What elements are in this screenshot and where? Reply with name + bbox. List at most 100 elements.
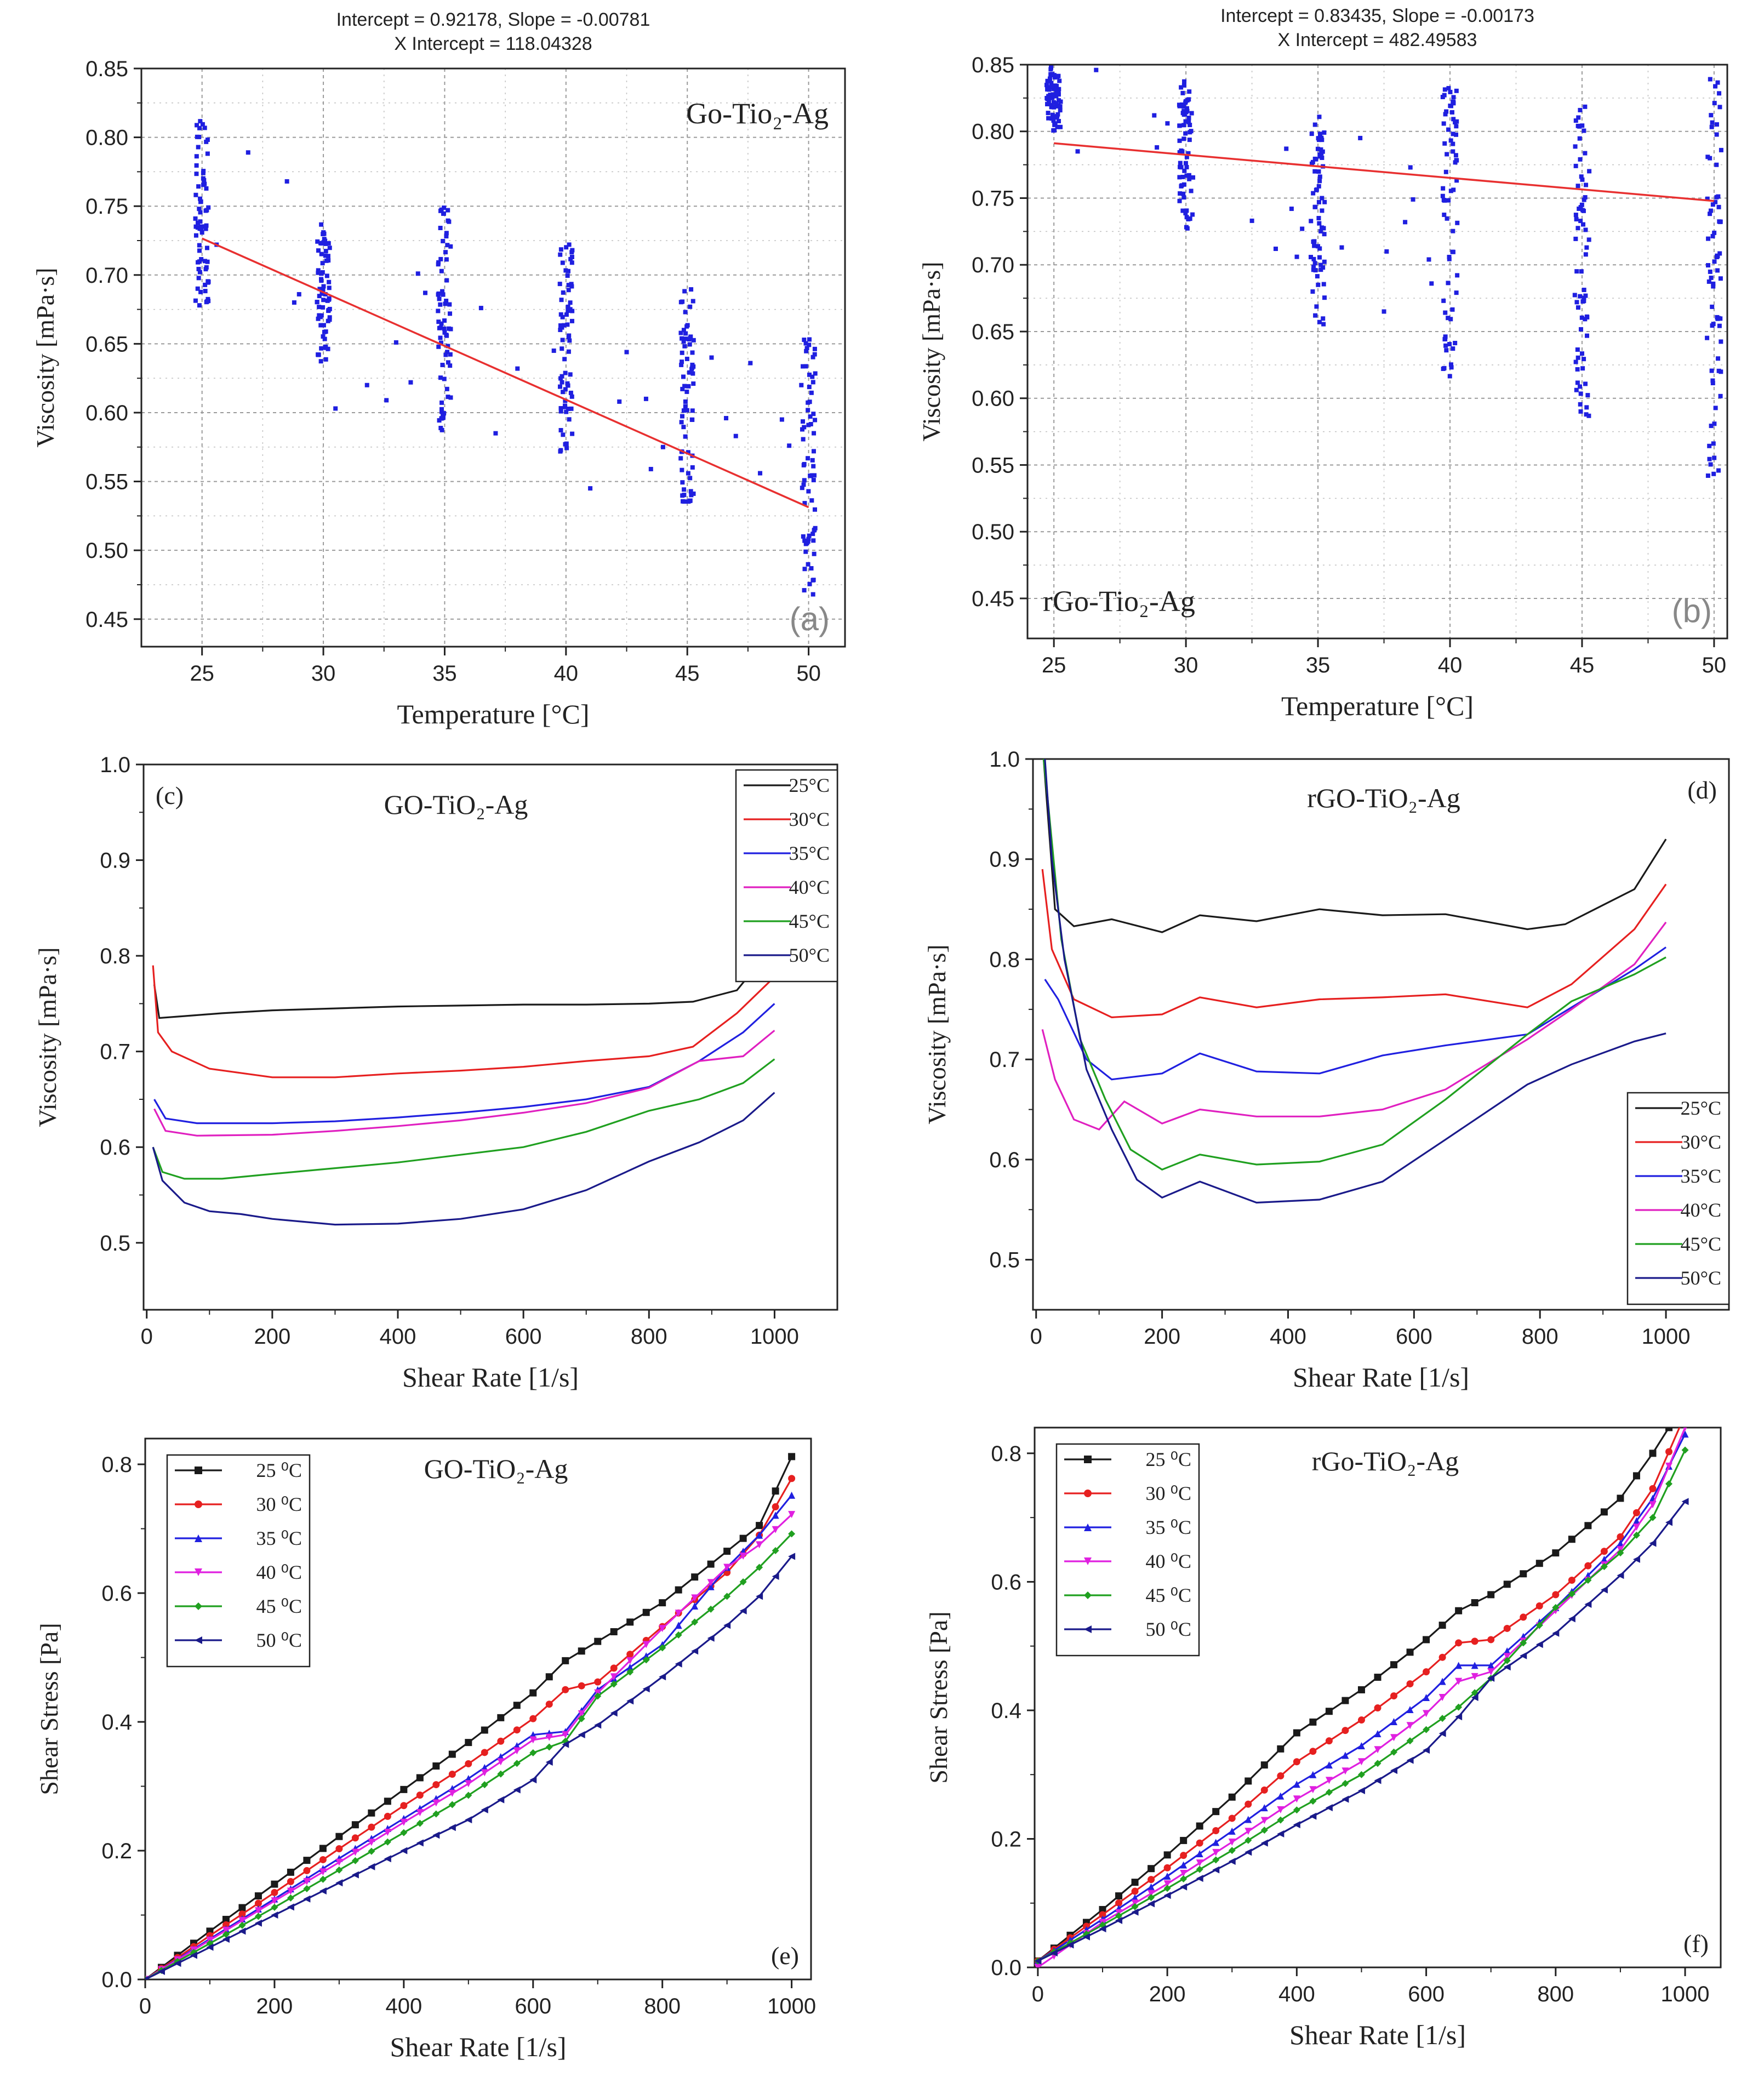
marker-triangle-left <box>1455 1713 1463 1721</box>
data-point <box>1189 189 1194 193</box>
marker-triangle-down <box>578 1710 585 1717</box>
data-point <box>1443 112 1448 117</box>
data-point <box>684 389 689 394</box>
data-point <box>316 352 321 357</box>
data-point <box>1714 132 1719 137</box>
x-tick-label: 400 <box>1270 1325 1306 1349</box>
series-line-4 <box>152 1058 775 1180</box>
data-point <box>437 418 442 423</box>
data-point <box>1053 83 1058 88</box>
chart-panel-a: 0.45 0.50 0.55 0.60 0.65 0.70 0.75 0.80 0.85 25 30… <box>31 9 846 729</box>
marker-triangle-down <box>303 1878 311 1885</box>
data-point <box>423 290 428 295</box>
marker-diamond <box>400 1829 408 1836</box>
data-point <box>1289 206 1294 211</box>
data-point <box>1585 333 1590 338</box>
marker-square <box>1649 1450 1657 1457</box>
data-point <box>198 199 203 204</box>
x-tick-label: 800 <box>631 1325 667 1349</box>
series-line-3 <box>153 1030 775 1137</box>
marker-triangle-left <box>1600 1586 1608 1594</box>
data-point <box>1719 339 1723 344</box>
marker-square <box>368 1809 375 1817</box>
data-point <box>1047 99 1052 104</box>
data-point <box>1446 85 1451 90</box>
data-point <box>1442 141 1447 146</box>
marker-triangle-left <box>303 1895 311 1903</box>
data-point <box>1716 468 1721 473</box>
y-tick-label: 0.8 <box>100 944 130 968</box>
data-point <box>1308 255 1313 260</box>
series-line-5 <box>1044 759 1666 1204</box>
x-tick-label: 800 <box>644 1994 681 2018</box>
chart-panel-f: 0.0 0.2 0.4 0.6 0.8 0 200 400 600 800 1000 Shear Ra… <box>924 1426 1722 2050</box>
data-point <box>806 539 810 544</box>
data-point <box>1708 269 1712 274</box>
y-tick-label: 0.55 <box>972 453 1014 477</box>
data-point <box>442 318 447 323</box>
data-point <box>364 383 369 387</box>
marker-square <box>1568 1536 1575 1543</box>
marker-diamond <box>1423 1726 1430 1733</box>
marker-diamond <box>1277 1816 1285 1824</box>
legend: 25°C 30°C 35°C 40°C 45°C 50°C <box>735 769 838 983</box>
data-point <box>807 533 812 538</box>
x-tick-label: 400 <box>380 1325 416 1349</box>
data-point <box>1575 355 1580 360</box>
marker-triangle <box>1325 1761 1333 1769</box>
data-point <box>1582 197 1586 202</box>
data-point <box>1321 282 1326 287</box>
marker-square <box>594 1637 602 1645</box>
data-point <box>1715 268 1720 273</box>
marker-triangle-left <box>1471 1694 1478 1701</box>
data-point <box>558 252 563 257</box>
data-point <box>558 323 563 328</box>
data-point <box>197 134 202 139</box>
marker-triangle-left <box>756 1593 763 1600</box>
data-point <box>802 425 807 430</box>
data-point <box>447 302 452 307</box>
marker-square <box>1293 1729 1300 1737</box>
data-point <box>811 478 816 483</box>
y-tick-label: 0.50 <box>85 539 128 563</box>
data-point <box>201 170 205 175</box>
data-point <box>326 309 331 313</box>
data-point <box>1446 127 1451 132</box>
data-point <box>802 538 807 543</box>
data-point <box>680 299 685 304</box>
marker-diamond <box>739 1578 747 1585</box>
y-tick-label: 0.7 <box>100 1040 130 1064</box>
data-point <box>1573 213 1578 218</box>
marker-triangle-down <box>756 1541 763 1549</box>
data-point <box>323 357 328 362</box>
marker-diamond <box>497 1770 505 1778</box>
data-point <box>1710 202 1715 207</box>
data-point <box>558 406 563 410</box>
data-point <box>1717 91 1722 96</box>
data-point <box>1580 123 1585 128</box>
legend-label: 30 ⁰C <box>1146 1482 1191 1504</box>
data-point <box>333 406 338 411</box>
data-point <box>683 310 688 315</box>
data-point <box>1294 254 1299 259</box>
data-point <box>1183 119 1188 124</box>
marker-triangle-left <box>707 1634 715 1642</box>
data-point <box>1454 290 1459 295</box>
data-point <box>1579 315 1584 320</box>
data-point <box>1713 84 1718 89</box>
data-point <box>1310 289 1315 294</box>
data-point <box>690 350 695 355</box>
marker-triangle-left <box>659 1673 666 1681</box>
data-point <box>1339 245 1344 250</box>
data-point <box>1710 378 1715 383</box>
marker-triangle <box>1293 1781 1300 1788</box>
marker-diamond <box>1568 1590 1575 1597</box>
data-point <box>569 254 574 259</box>
data-point <box>1715 254 1720 259</box>
marker-diamond <box>756 1564 763 1571</box>
data-point <box>1051 92 1055 97</box>
data-point <box>801 419 806 424</box>
data-point <box>323 292 328 296</box>
data-point <box>812 431 817 436</box>
